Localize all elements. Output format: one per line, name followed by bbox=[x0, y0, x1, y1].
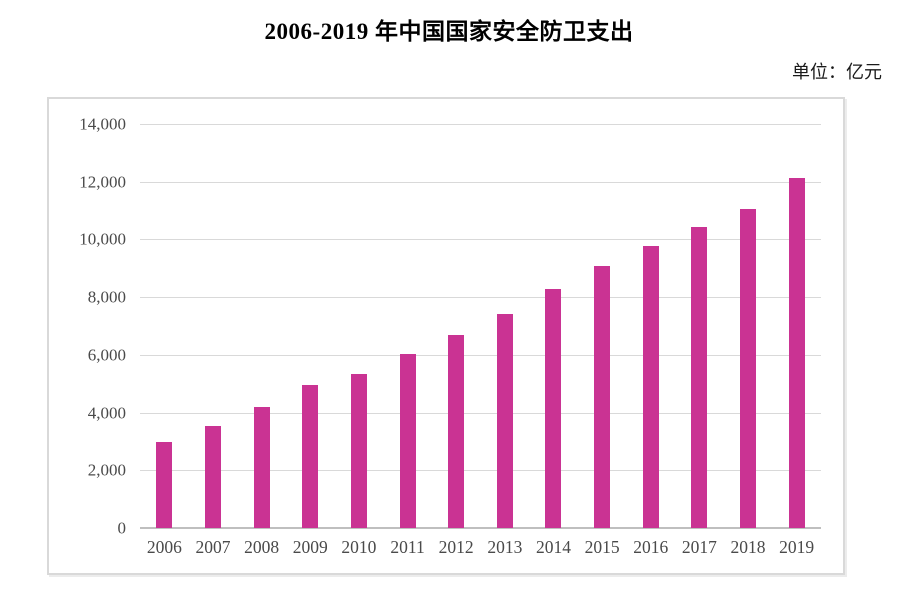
x-axis-line bbox=[140, 527, 821, 529]
bar-2009 bbox=[302, 385, 319, 528]
y-tick-label: 8,000 bbox=[87, 287, 126, 307]
bar-2019 bbox=[788, 178, 805, 528]
bar-2008 bbox=[253, 407, 270, 528]
x-tick-label: 2017 bbox=[681, 537, 717, 557]
gridline bbox=[140, 239, 821, 241]
bar-2017 bbox=[691, 226, 708, 528]
x-tick-label: 2013 bbox=[487, 537, 523, 557]
y-tick-label: 12,000 bbox=[79, 172, 126, 192]
chart-title: 2006-2019 年中国国家安全防卫支出 bbox=[264, 19, 634, 44]
gridline bbox=[140, 354, 821, 356]
bar-2007 bbox=[204, 425, 221, 528]
x-tick-label: 2008 bbox=[244, 537, 280, 557]
x-tick-label: 2018 bbox=[730, 537, 766, 557]
chart-box: 0 2,000 4,000 6,000 8,000 10,000 12,000 14,000 2… bbox=[47, 97, 845, 575]
x-tick-label: 2011 bbox=[390, 537, 425, 557]
gridline bbox=[140, 412, 821, 414]
plot-area: 0 2,000 4,000 6,000 8,000 10,000 12,000 14,000 2… bbox=[79, 116, 821, 556]
x-tick-label: 2009 bbox=[292, 537, 328, 557]
x-tick-label: 2006 bbox=[146, 537, 182, 557]
bar-2018 bbox=[740, 208, 757, 528]
bar-2006 bbox=[156, 442, 173, 528]
x-tick-label: 2010 bbox=[341, 537, 377, 557]
bar-2010 bbox=[350, 374, 367, 528]
unit-label: 单位：亿元 bbox=[792, 62, 882, 82]
bar-2013 bbox=[496, 314, 513, 528]
x-tick-label: 2015 bbox=[584, 537, 620, 557]
y-tick-label: 2,000 bbox=[87, 460, 126, 480]
y-tick-label: 10,000 bbox=[79, 229, 126, 249]
gridline bbox=[140, 297, 821, 299]
x-tick-label: 2019 bbox=[779, 537, 815, 557]
bar-2012 bbox=[448, 334, 465, 528]
gridline bbox=[140, 124, 821, 125]
y-tick-label: 0 bbox=[117, 518, 127, 538]
x-tick-label: 2007 bbox=[195, 537, 231, 557]
x-tick-label: 2016 bbox=[633, 537, 669, 557]
bar-2016 bbox=[642, 245, 659, 528]
bar-2011 bbox=[399, 354, 416, 528]
bar-2015 bbox=[594, 265, 611, 528]
bar-2014 bbox=[545, 288, 562, 528]
y-tick-label: 6,000 bbox=[87, 345, 126, 365]
y-tick-label: 14,000 bbox=[79, 114, 126, 134]
y-tick-label: 4,000 bbox=[87, 403, 126, 423]
x-tick-label: 2012 bbox=[438, 537, 474, 557]
gridline bbox=[140, 470, 821, 472]
x-tick-label: 2014 bbox=[535, 537, 571, 557]
gridline bbox=[140, 181, 821, 183]
